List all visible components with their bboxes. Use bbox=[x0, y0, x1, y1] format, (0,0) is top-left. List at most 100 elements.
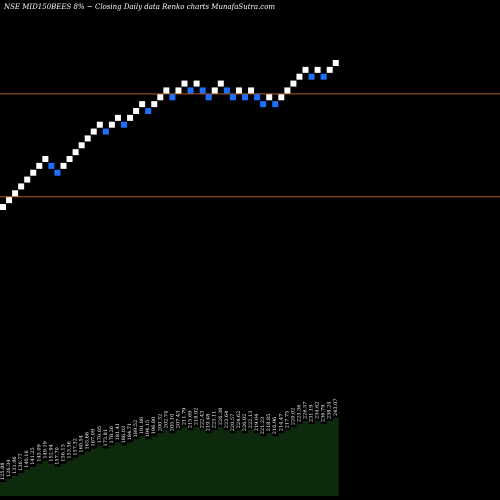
chart-title: NSE MID150BEES 8% ~ Closing Daily data R… bbox=[3, 3, 275, 11]
renko-brick-up bbox=[157, 94, 164, 101]
renko-brick-up bbox=[163, 87, 170, 94]
renko-bricks bbox=[0, 60, 339, 210]
renko-brick-up bbox=[78, 142, 85, 149]
volume-label: 200.32 bbox=[157, 414, 163, 432]
volume-label: 220.02 bbox=[290, 408, 296, 426]
volume-label: 173.81 bbox=[103, 429, 109, 447]
renko-brick-up bbox=[193, 80, 200, 87]
volume-label: 140.16 bbox=[24, 450, 30, 468]
renko-brick-up bbox=[24, 176, 31, 183]
volume-label: 205.10 bbox=[169, 414, 175, 432]
volume-label: 223.36 bbox=[296, 405, 302, 423]
volume-label: 234.62 bbox=[315, 402, 321, 420]
volume-label: 221.23 bbox=[260, 417, 266, 435]
renko-brick-up bbox=[6, 197, 13, 204]
renko-brick-up bbox=[266, 94, 273, 101]
renko-brick-up bbox=[96, 121, 103, 128]
volume-label: 218.85 bbox=[266, 414, 272, 432]
volume-label: 218.92 bbox=[194, 408, 200, 426]
volume-label: 222.43 bbox=[200, 411, 206, 429]
volume-label: 236.79 bbox=[321, 405, 327, 423]
volume-area bbox=[0, 418, 339, 496]
renko-brick-down bbox=[260, 101, 267, 108]
renko-brick-up bbox=[151, 101, 158, 108]
volume-label: 160.54 bbox=[79, 435, 85, 453]
renko-brick-up bbox=[0, 204, 6, 210]
renko-brick-down bbox=[205, 94, 212, 101]
volume-label: 126.34 bbox=[6, 459, 12, 477]
renko-brick-up bbox=[296, 73, 303, 80]
renko-brick-up bbox=[12, 190, 19, 197]
volume-label: 223.64 bbox=[224, 411, 230, 429]
volume-label: 196.80 bbox=[151, 417, 157, 435]
volume-label: 223.11 bbox=[212, 411, 218, 429]
volume-label: 231.19 bbox=[309, 405, 315, 423]
volume-label: 149.19 bbox=[42, 441, 48, 459]
volume-label: 184.71 bbox=[127, 423, 133, 441]
volume-label: 216.96 bbox=[272, 417, 278, 435]
volume-label: 153.56 bbox=[67, 441, 73, 459]
renko-brick-down bbox=[320, 73, 327, 80]
renko-brick-down bbox=[242, 94, 248, 101]
volume-label: 178.26 bbox=[109, 426, 115, 444]
volume-label: 226.92 bbox=[242, 414, 248, 432]
renko-brick-up bbox=[60, 162, 67, 169]
volume-label: 170.05 bbox=[97, 426, 103, 444]
volume-label: 238.24 bbox=[327, 402, 333, 420]
volume-label: 202.74 bbox=[163, 411, 169, 429]
renko-brick-up bbox=[127, 114, 134, 121]
renko-brick-up bbox=[139, 101, 146, 108]
renko-brick-up bbox=[30, 169, 37, 176]
renko-brick-up bbox=[114, 114, 121, 121]
renko-brick-up bbox=[90, 128, 97, 135]
volume-label: 152.94 bbox=[48, 444, 54, 462]
volume-label: 157.32 bbox=[73, 438, 79, 456]
renko-brick-up bbox=[181, 80, 188, 87]
volume-label: 226.57 bbox=[303, 402, 309, 420]
renko-brick-down bbox=[54, 169, 61, 176]
renko-brick-up bbox=[72, 149, 79, 156]
volume-label: 145.09 bbox=[36, 444, 42, 462]
volume-label: 211.79 bbox=[182, 408, 188, 426]
volume-label: 219.04 bbox=[254, 414, 260, 432]
volume-label: 243.07 bbox=[333, 399, 339, 417]
volume-label: 215.69 bbox=[188, 411, 194, 429]
volume-label: 222.13 bbox=[248, 411, 254, 429]
volume-label: 181.41 bbox=[115, 423, 121, 441]
volume-labels: 125.88 126.34 131.96 136.77 140.16 141.25 145.… bbox=[0, 399, 339, 481]
volume-label: 157.70 bbox=[54, 447, 60, 465]
renko-brick-down bbox=[187, 87, 194, 94]
volume-label: 219.48 bbox=[206, 414, 212, 432]
volume-label: 220.57 bbox=[230, 414, 236, 432]
renko-brick-up bbox=[175, 87, 182, 94]
renko-brick-up bbox=[332, 60, 339, 66]
volume-label: 167.09 bbox=[91, 429, 97, 447]
renko-brick-up bbox=[314, 66, 321, 73]
volume-label: 194.15 bbox=[145, 420, 151, 438]
renko-brick-down bbox=[102, 128, 109, 135]
volume-label: 217.75 bbox=[284, 411, 290, 429]
renko-brick-down bbox=[223, 87, 230, 94]
renko-brick-down bbox=[229, 94, 236, 101]
renko-brick-down bbox=[145, 108, 152, 114]
volume-label: 214.47 bbox=[278, 414, 284, 432]
renko-brick-down bbox=[272, 101, 279, 108]
renko-brick-up bbox=[284, 87, 291, 94]
volume-label: 224.62 bbox=[236, 411, 242, 429]
renko-brick-up bbox=[290, 80, 297, 87]
renko-brick-down bbox=[121, 121, 127, 128]
volume-label: 131.96 bbox=[12, 456, 18, 474]
renko-brick-down bbox=[254, 94, 261, 101]
volume-label: 191.86 bbox=[139, 417, 145, 435]
volume-label: 207.43 bbox=[175, 411, 181, 429]
renko-brick-up bbox=[133, 108, 140, 114]
renko-brick-down bbox=[308, 73, 315, 80]
renko-brick-up bbox=[108, 121, 115, 128]
renko-brick-down bbox=[48, 162, 55, 169]
volume-label: 156.13 bbox=[61, 444, 67, 462]
volume-label: 141.25 bbox=[30, 447, 36, 465]
renko-brick-up bbox=[278, 94, 285, 101]
renko-brick-down bbox=[169, 94, 176, 101]
renko-brick-up bbox=[248, 87, 255, 94]
